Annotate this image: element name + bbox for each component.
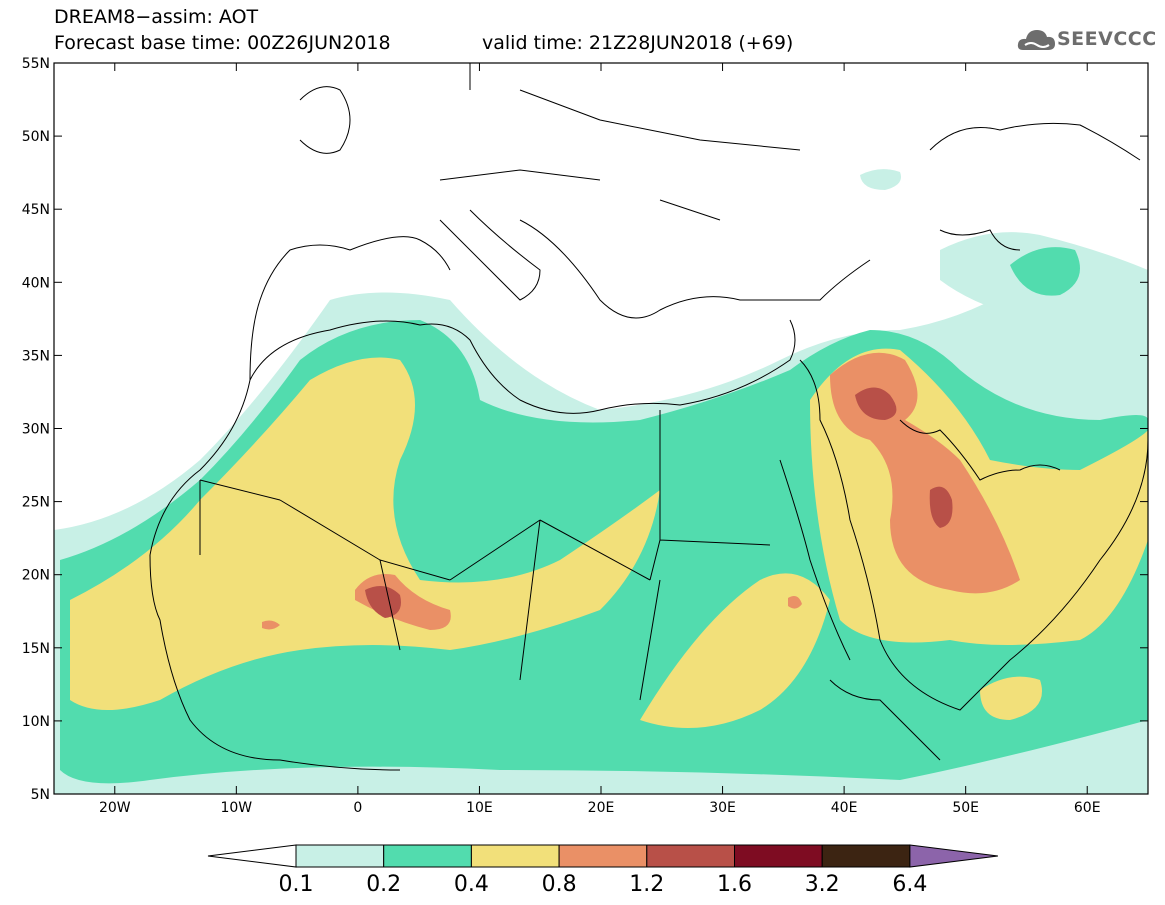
lon-tick-label: 10E bbox=[466, 800, 493, 816]
seevccc-logo: SEEVCCC bbox=[1017, 24, 1157, 58]
colorbar-label: 1.2 bbox=[629, 872, 665, 897]
lon-tick-label: 40E bbox=[831, 800, 858, 816]
colorbar-label: 0.4 bbox=[453, 872, 489, 897]
colorbar-under-arrow bbox=[207, 844, 297, 868]
aot-band-0.8-spot2 bbox=[788, 596, 802, 609]
aot-colorbar bbox=[207, 844, 998, 868]
lat-tick-label: 15N bbox=[22, 641, 50, 657]
lat-tick-label: 5N bbox=[31, 787, 50, 803]
aot-band-0.4-sw bbox=[980, 676, 1042, 720]
forecast-base-time: Forecast base time: 00Z26JUN2018 bbox=[54, 32, 391, 54]
logo-text: SEEVCCC bbox=[1057, 28, 1157, 50]
colorbar-swatch bbox=[295, 844, 385, 868]
lat-tick-label: 25N bbox=[22, 495, 50, 511]
aot-band-0.8-spot1 bbox=[262, 620, 280, 630]
aot-band-1.2-sahara bbox=[365, 586, 401, 618]
colorbar-label: 0.2 bbox=[366, 872, 402, 897]
lat-tick-label: 30N bbox=[22, 422, 50, 438]
colorbar-label: 6.4 bbox=[892, 872, 928, 897]
lon-tick-label: 10W bbox=[220, 800, 252, 816]
colorbar-swatch bbox=[470, 844, 560, 868]
longitude-axis: 20W 10W 0 10E 20E 30E 40E 50E 60E bbox=[99, 63, 1101, 816]
colorbar-label: 3.2 bbox=[804, 872, 840, 897]
cloud-logo-icon bbox=[1017, 30, 1055, 50]
lon-tick-label: 60E bbox=[1074, 800, 1101, 816]
lat-tick-label: 35N bbox=[22, 348, 50, 364]
lon-tick-label: 20W bbox=[99, 800, 131, 816]
colorbar-swatch bbox=[821, 844, 911, 868]
aot-band-0.2-north bbox=[1010, 247, 1080, 296]
aot-band-0.4-center bbox=[640, 573, 830, 728]
lon-tick-label: 20E bbox=[588, 800, 615, 816]
colorbar-swatch bbox=[558, 844, 648, 868]
aot-band-1.2-iraq bbox=[855, 387, 897, 420]
aot-band-0.4-west bbox=[70, 357, 660, 710]
lat-tick-label: 10N bbox=[22, 714, 50, 730]
lon-tick-label: 50E bbox=[952, 800, 979, 816]
colorbar-label: 1.6 bbox=[717, 872, 752, 897]
valid-time: valid time: 21Z28JUN2018 (+69) bbox=[482, 32, 794, 54]
lat-tick-label: 55N bbox=[22, 56, 50, 72]
lat-tick-label: 40N bbox=[22, 275, 50, 291]
map-title: DREAM8−assim: AOT bbox=[54, 6, 259, 28]
lat-tick-label: 20N bbox=[22, 568, 50, 584]
aot-band-1.2-arabia bbox=[929, 486, 953, 528]
colorbar-swatch bbox=[646, 844, 735, 868]
lat-tick-label: 45N bbox=[22, 202, 50, 218]
colorbar-swatch bbox=[734, 844, 823, 868]
lon-tick-label: 0 bbox=[353, 800, 362, 816]
lat-tick-label: 50N bbox=[22, 129, 50, 145]
aot-band-0.1-spot bbox=[860, 169, 901, 190]
colorbar-label: 0.1 bbox=[278, 872, 314, 897]
colorbar-swatch bbox=[383, 844, 472, 868]
lon-tick-label: 30E bbox=[709, 800, 736, 816]
latitude-axis: 5N 10N 15N 20N 25N 30N 35N 40N 45N 50N 55N bbox=[22, 56, 1148, 803]
coastlines-and-borders bbox=[149, 63, 1148, 771]
colorbar-over-arrow bbox=[909, 844, 998, 868]
colorbar-label: 0.8 bbox=[541, 872, 577, 897]
aot-shading bbox=[54, 169, 1148, 794]
